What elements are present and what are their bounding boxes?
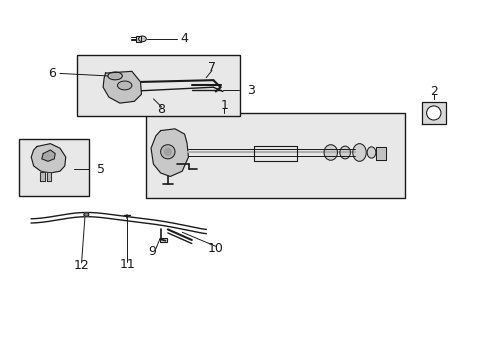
Text: 7: 7 (207, 61, 216, 74)
Text: 8: 8 (157, 103, 165, 116)
Ellipse shape (84, 213, 89, 216)
Text: 2: 2 (429, 85, 437, 98)
Bar (46, 172, 51, 181)
Ellipse shape (111, 74, 119, 78)
Bar (376, 147, 385, 160)
Bar (136, 36, 140, 42)
Ellipse shape (160, 145, 175, 159)
Ellipse shape (138, 36, 146, 42)
Ellipse shape (426, 106, 440, 120)
Text: 5: 5 (97, 163, 104, 176)
Text: 6: 6 (48, 67, 56, 80)
Ellipse shape (108, 72, 122, 80)
Polygon shape (31, 144, 65, 173)
Text: 1: 1 (220, 99, 228, 112)
Bar (146, 113, 404, 198)
Polygon shape (103, 71, 141, 103)
Bar (77, 55, 239, 117)
Polygon shape (151, 129, 188, 176)
Text: 10: 10 (207, 242, 223, 255)
Ellipse shape (164, 148, 171, 155)
Text: 9: 9 (148, 245, 156, 258)
Text: 12: 12 (74, 259, 89, 272)
Bar (40, 172, 44, 181)
Ellipse shape (366, 147, 375, 158)
Bar (19, 139, 89, 196)
Text: 3: 3 (246, 84, 254, 96)
Bar (421, 102, 445, 123)
Text: 4: 4 (180, 32, 188, 45)
Bar (160, 238, 166, 242)
Text: 11: 11 (119, 258, 135, 271)
Ellipse shape (324, 145, 337, 160)
Ellipse shape (352, 144, 366, 161)
Ellipse shape (339, 146, 350, 159)
Ellipse shape (117, 81, 132, 90)
Polygon shape (41, 150, 55, 161)
